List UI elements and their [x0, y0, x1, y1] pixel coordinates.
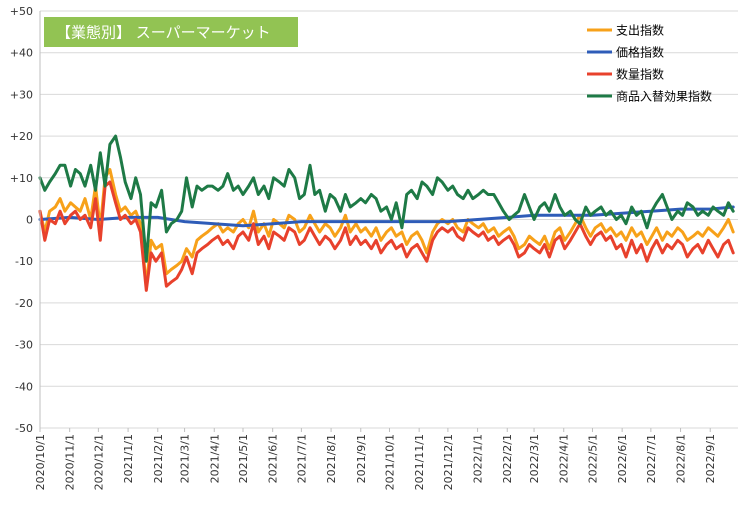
x-tick-label: 2021/1/1: [122, 434, 135, 483]
y-tick-label: +50: [10, 5, 33, 18]
y-tick-label: +30: [10, 88, 33, 101]
y-tick-label: -40: [15, 380, 33, 393]
legend-label-expenditure: 支出指数: [616, 23, 664, 38]
x-axis: 2020/10/1 2020/11/1 2020/12/1 2021/1/1 2021/…: [34, 11, 717, 490]
chart-title: 【業態別】 スーパーマーケット: [56, 24, 271, 42]
series-line-product-replacement: [38, 134, 735, 263]
y-tick-label: -10: [15, 255, 33, 268]
x-tick-label: 2021/3/1: [179, 434, 192, 483]
x-tick-label: 2022/9/1: [704, 434, 717, 483]
series-layer: [38, 134, 735, 292]
legend-item-price: 価格指数: [587, 45, 664, 60]
legend-item-expenditure: 支出指数: [587, 23, 664, 38]
x-tick-label: 2021/2/1: [152, 434, 165, 483]
x-tick-label: 2022/6/1: [616, 434, 629, 483]
x-tick-label: 2022/8/1: [675, 434, 688, 483]
x-tick-label: 2020/10/1: [34, 434, 47, 490]
series-line-quantity: [38, 180, 735, 292]
x-tick-label: 2022/2/1: [501, 434, 514, 483]
x-tick-label: 2021/9/1: [355, 434, 368, 483]
y-tick-label: -20: [15, 297, 33, 310]
legend-label-quantity: 数量指数: [616, 67, 664, 82]
y-axis: +50 +40 +30 +20 +10 0 -10 -20 -30 -40 -50: [10, 5, 33, 435]
y-tick-label: +20: [10, 130, 33, 143]
y-tick-label: -30: [15, 339, 33, 352]
x-tick-label: 2022/4/1: [558, 434, 571, 483]
x-tick-label: 2021/4/1: [208, 434, 221, 483]
title-box: 【業態別】 スーパーマーケット: [44, 17, 298, 47]
x-tick-label: 2022/3/1: [528, 434, 541, 483]
x-tick-label: 2020/12/1: [92, 434, 105, 490]
series-line-expenditure: [38, 168, 735, 288]
x-tick-label: 2021/11/1: [413, 434, 426, 490]
x-tick-label: 2021/10/1: [383, 434, 396, 490]
y-tick-label: -50: [15, 422, 33, 435]
legend-item-product-replacement: 商品入替効果指数: [587, 89, 712, 104]
x-tick-label: 2021/8/1: [325, 434, 338, 483]
legend-item-quantity: 数量指数: [587, 67, 664, 82]
y-tick-label: +40: [10, 47, 33, 60]
title-background: [44, 17, 298, 47]
legend-label-product-replacement: 商品入替効果指数: [616, 89, 712, 104]
legend-label-price: 価格指数: [616, 45, 664, 60]
series-line-price: [38, 205, 735, 228]
x-tick-label: 2020/11/1: [64, 434, 77, 490]
x-tick-label: 2022/1/1: [472, 434, 485, 483]
x-tick-label: 2021/5/1: [237, 434, 250, 483]
x-tick-label: 2022/5/1: [586, 434, 599, 483]
x-tick-label: 2022/7/1: [645, 434, 658, 483]
y-tick-label: 0: [26, 214, 33, 227]
legend: 支出指数 価格指数 数量指数 商品入替効果指数: [587, 23, 712, 104]
x-tick-label: 2021/12/1: [442, 434, 455, 490]
y-tick-label: +10: [10, 172, 33, 185]
x-tick-label: 2021/7/1: [295, 434, 308, 483]
x-tick-label: 2021/6/1: [267, 434, 280, 483]
